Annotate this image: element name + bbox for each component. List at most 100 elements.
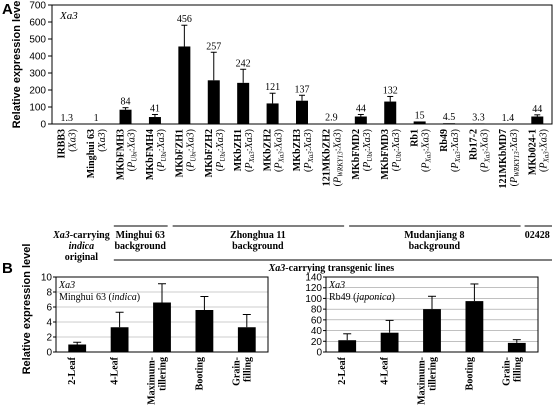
group-label-a: indica xyxy=(69,241,95,252)
x-tick-sublabel-a: (PXa3:Xa3) xyxy=(303,129,315,172)
data-label-a: 84 xyxy=(121,97,131,108)
panel-label-a: A xyxy=(2,1,13,18)
x-tick-sublabel-a: (PXa3:Xa3) xyxy=(479,129,491,172)
x-tick-label-a: MKbFZH1 xyxy=(174,129,185,177)
y-tick-label-a: 400 xyxy=(29,52,46,63)
x-tick-label-a: MKbFMD2 xyxy=(351,129,362,180)
x-tick-sublabel-a: (PUbi:Xa3) xyxy=(391,129,403,171)
x-tick-sublabel-a: (PUbi:Xa3) xyxy=(127,129,139,171)
bar-b1 xyxy=(153,302,171,352)
x-tick-sublabel-a: (PXa3:Xa3) xyxy=(244,129,256,172)
data-label-a: 44 xyxy=(356,103,366,114)
group-label-a: Xa3-carrying xyxy=(52,230,110,241)
x-tick-label-a: 121MKbZH2 xyxy=(321,129,332,186)
x-tick-label-b2: Maximum- xyxy=(417,357,428,405)
y-tick-label-a: 500 xyxy=(29,35,46,46)
y-tick-label-b2: 20 xyxy=(311,337,323,348)
chart-title-b2: Xa3 xyxy=(328,280,345,291)
group-label-a: background xyxy=(409,241,461,252)
x-tick-label-a: MKbFMD3 xyxy=(380,129,391,180)
data-label-a: 1.3 xyxy=(60,113,73,124)
group-label-a: Minghui 63 xyxy=(116,230,165,241)
data-label-a: 3.3 xyxy=(472,112,485,123)
data-label-a: 1 xyxy=(94,113,99,124)
data-label-a: 132 xyxy=(383,85,398,96)
x-tick-sublabel-a: (PXa3:Xa3) xyxy=(450,129,462,172)
bar-a xyxy=(237,82,250,124)
x-tick-label-a: MKbFMH4 xyxy=(145,129,156,180)
y-tick-label-b1: 2 xyxy=(46,333,52,344)
x-tick-label-a: Rb49 xyxy=(439,129,450,152)
y-tick-label-b1: 8 xyxy=(46,288,52,299)
x-tick-label-b1: filling xyxy=(242,357,253,382)
data-label-a: 44 xyxy=(532,104,542,115)
bar-a xyxy=(501,123,514,125)
bar-b1 xyxy=(110,327,129,352)
data-label-a: 1.4 xyxy=(502,113,515,124)
data-label-a: 15 xyxy=(415,110,425,121)
data-label-a: 121 xyxy=(265,82,280,93)
group-label-a: background xyxy=(114,241,166,252)
x-tick-sublabel-a: (PWRKY13:Xa3) xyxy=(332,129,344,186)
y-tick-label-a: 0 xyxy=(40,120,46,131)
x-tick-sublabel-a: (PUbi:Xa3) xyxy=(156,129,168,171)
bar-b1 xyxy=(237,327,256,352)
y-tick-label-b1: 10 xyxy=(41,273,53,284)
group-label-a: original xyxy=(65,252,99,263)
chart-subtitle-b1: Minghui 63 (indica) xyxy=(59,292,140,303)
x-tick-label-b2: 2-Leaf xyxy=(337,356,348,384)
bar-a xyxy=(90,123,103,125)
x-tick-label-b2: filling xyxy=(512,357,523,382)
bar-b1 xyxy=(68,344,87,352)
x-tick-sublabel-a: (Xa3) xyxy=(68,129,79,152)
x-tick-label-b1: 4-Leaf xyxy=(110,356,121,384)
x-tick-label-a: MKbZH3 xyxy=(292,129,303,171)
x-tick-label-b1: 2-Leaf xyxy=(67,356,78,384)
y-tick-label-b2: 100 xyxy=(305,294,322,305)
bar-a xyxy=(384,101,397,124)
bar-b2 xyxy=(507,342,526,352)
group-label-a: background xyxy=(232,241,284,252)
group-label-a: Zhonghua 11 xyxy=(230,230,286,241)
x-tick-label-a: MKbFZH2 xyxy=(204,129,215,177)
y-tick-label-b1: 4 xyxy=(46,318,52,329)
y-tick-label-b2: 60 xyxy=(311,315,323,326)
x-tick-sublabel-a: (PXa3:Xa3) xyxy=(274,129,286,172)
x-tick-sublabel-a: (PUbi:Xa3) xyxy=(185,129,197,171)
x-tick-label-b1: Maximum- xyxy=(147,357,158,405)
y-tick-label-a: 200 xyxy=(29,86,46,97)
x-tick-label-b2: Booting xyxy=(464,357,475,390)
x-tick-label-a: MKbFMH3 xyxy=(116,129,127,180)
bar-a xyxy=(531,116,544,124)
bar-a xyxy=(443,123,456,124)
y-tick-label-b2: 0 xyxy=(316,348,322,359)
bar-b2 xyxy=(380,332,399,352)
y-tick-label-a: 700 xyxy=(29,1,46,12)
bar-a xyxy=(296,100,308,124)
x-tick-sublabel-a: (PUbi:Xa3) xyxy=(215,129,227,171)
y-tick-label-b2: 80 xyxy=(311,305,323,316)
x-tick-label-a: IRBB3 xyxy=(57,129,68,158)
bar-b2 xyxy=(423,309,441,352)
x-tick-label-b2: 4-Leaf xyxy=(380,356,391,384)
y-tick-label-a: 100 xyxy=(29,103,46,114)
x-tick-label-b1: Grain- xyxy=(231,357,242,386)
bar-a xyxy=(354,116,367,124)
x-tick-label-a: Rb17-2 xyxy=(468,129,479,160)
x-tick-label-a: MKbZH1 xyxy=(233,129,244,171)
x-tick-sublabel-a: (Xa3) xyxy=(97,129,108,152)
x-tick-label-b1: Booting xyxy=(194,357,205,390)
bar-b2 xyxy=(465,301,484,352)
data-label-a: 242 xyxy=(236,58,251,69)
x-tick-label-a: 121MKbMD7 xyxy=(498,129,509,188)
x-tick-sublabel-a: (PXa3:Xa3) xyxy=(421,129,433,172)
bar-a xyxy=(207,80,220,124)
bar-a xyxy=(60,123,73,125)
panel-label-b: B xyxy=(2,260,13,277)
bar-b1 xyxy=(195,310,214,352)
x-tick-sublabel-a: (PWRKY13:Xa3) xyxy=(509,129,521,186)
x-tick-label-a: MKbZH2 xyxy=(263,129,274,171)
